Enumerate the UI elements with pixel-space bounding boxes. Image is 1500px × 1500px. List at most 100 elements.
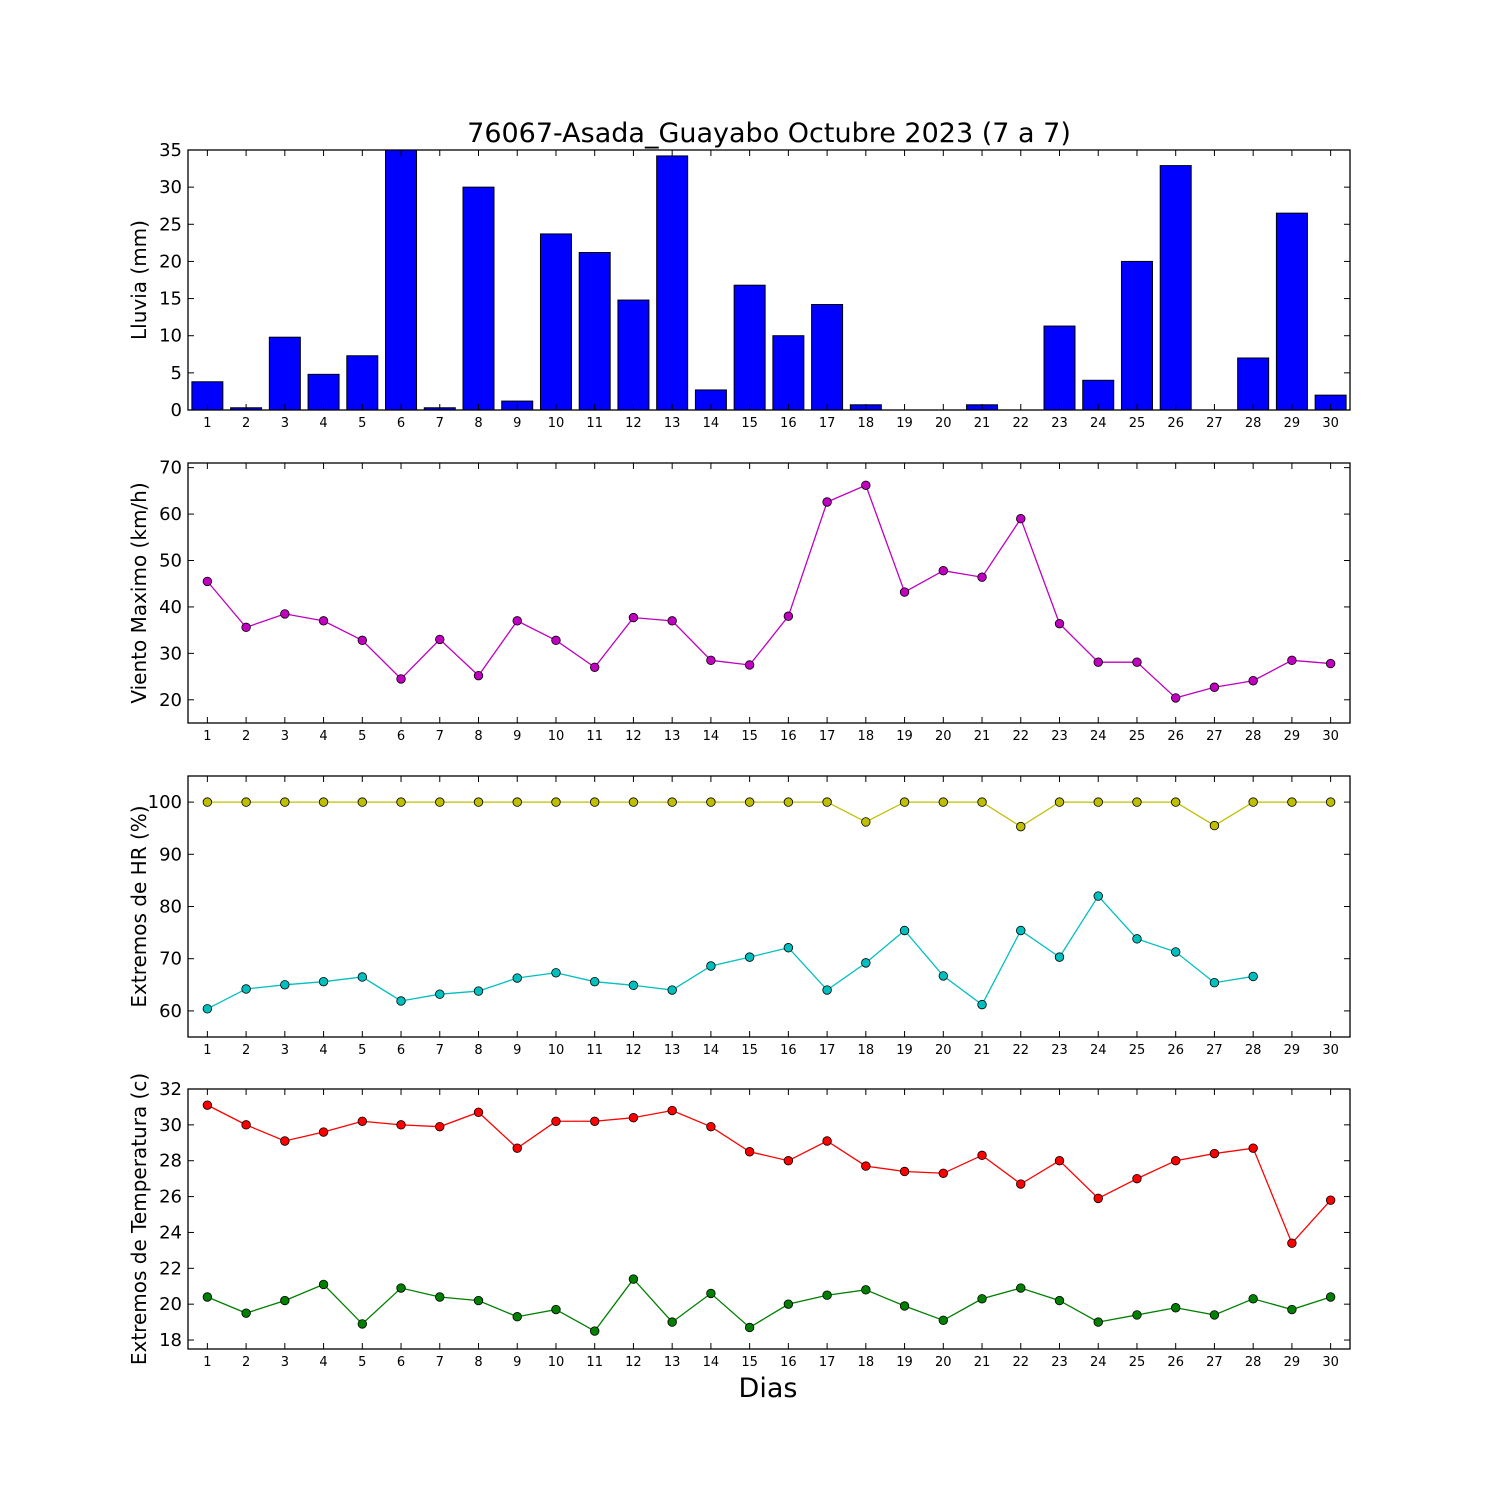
point-series-1-day-16 xyxy=(783,797,794,807)
x-tick-label: 24 xyxy=(1090,1043,1107,1058)
y-tick-label: 25 xyxy=(159,214,182,235)
x-tick-label: 28 xyxy=(1245,1355,1262,1370)
y-tick-label: 24 xyxy=(159,1222,182,1243)
point-series-1-day-3 xyxy=(280,797,290,807)
point-series-2-day-5 xyxy=(357,1319,368,1329)
y-tick-label: 28 xyxy=(159,1151,182,1172)
x-tick-label: 19 xyxy=(896,416,913,431)
x-tick-label: 27 xyxy=(1206,729,1223,744)
x-tick-label: 10 xyxy=(548,1355,565,1370)
point-series-2-day-2 xyxy=(241,984,251,994)
x-tick-label: 17 xyxy=(819,729,836,744)
point-series-2-day-4 xyxy=(318,1279,329,1290)
x-tick-label: 25 xyxy=(1129,1043,1146,1058)
x-tick-label: 7 xyxy=(436,1355,444,1370)
x-tick-label: 15 xyxy=(741,1355,758,1370)
x-tick-label: 6 xyxy=(397,1043,405,1058)
y-tick-label: 35 xyxy=(159,140,182,161)
point-series-1-day-11 xyxy=(590,662,600,672)
point-series-1-day-14 xyxy=(706,1121,716,1132)
point-series-2-day-18 xyxy=(861,1285,871,1295)
x-tick-label: 26 xyxy=(1167,1355,1184,1370)
y-tick-label: 20 xyxy=(159,1294,182,1315)
point-series-1-day-22 xyxy=(1016,514,1026,524)
point-series-2-day-29 xyxy=(1287,1304,1297,1315)
point-series-1-day-5 xyxy=(357,797,368,807)
bar-day-15 xyxy=(733,284,766,411)
point-series-1-day-4 xyxy=(318,797,329,807)
x-tick-label: 26 xyxy=(1167,1043,1184,1058)
x-tick-label: 17 xyxy=(819,416,836,431)
series-line-1 xyxy=(206,484,1331,699)
bar-day-8 xyxy=(462,186,495,411)
x-tick-label: 11 xyxy=(586,1043,603,1058)
point-series-2-day-25 xyxy=(1132,934,1142,944)
point-series-2-day-9 xyxy=(512,973,522,983)
x-tick-label: 7 xyxy=(436,1043,444,1058)
x-tick-label: 28 xyxy=(1245,416,1262,431)
point-series-2-day-19 xyxy=(899,925,910,936)
x-tick-label: 12 xyxy=(625,1355,642,1370)
point-series-1-day-6 xyxy=(396,797,406,807)
x-tick-label: 1 xyxy=(203,1043,211,1058)
y-tick-label: 80 xyxy=(159,897,182,918)
x-tick-label: 9 xyxy=(513,1043,521,1058)
x-tick-label: 16 xyxy=(780,729,797,744)
point-series-2-day-12 xyxy=(628,1274,639,1284)
bar-day-6 xyxy=(385,149,418,411)
x-tick-label: 12 xyxy=(625,729,642,744)
point-series-2-day-7 xyxy=(435,989,445,999)
x-tick-label: 29 xyxy=(1284,1355,1301,1370)
bar-day-13 xyxy=(656,155,689,411)
x-tick-label: 24 xyxy=(1090,729,1107,744)
x-tick-label: 19 xyxy=(896,1355,913,1370)
x-tick-label: 13 xyxy=(664,1043,681,1058)
x-tick-label: 11 xyxy=(586,1355,603,1370)
point-series-1-day-23 xyxy=(1054,797,1065,807)
x-tick-label: 21 xyxy=(974,416,991,431)
point-series-2-day-9 xyxy=(512,1312,522,1322)
point-series-1-day-9 xyxy=(512,616,522,626)
point-series-1-day-1 xyxy=(202,576,213,587)
x-tick-label: 14 xyxy=(703,416,720,431)
x-tick-label: 26 xyxy=(1167,416,1184,431)
x-tick-label: 29 xyxy=(1284,416,1301,431)
x-tick-label: 22 xyxy=(1012,1355,1029,1370)
point-series-1-day-10 xyxy=(551,797,561,807)
x-tick-label: 8 xyxy=(474,729,482,744)
plot-frame xyxy=(187,775,1351,1038)
x-tick-label: 18 xyxy=(858,1355,875,1370)
point-series-1-day-26 xyxy=(1170,693,1181,703)
point-series-1-day-20 xyxy=(938,797,949,807)
panel-4: 1 2 3 4 5 6 7 8 9 10 11 12 13 14 15 16 17 18 19 20 21 22 23 24 2… xyxy=(127,1073,1351,1404)
x-tick-label: 29 xyxy=(1284,1043,1301,1058)
x-tick-label: 9 xyxy=(513,729,521,744)
point-series-1-day-27 xyxy=(1209,1148,1220,1159)
x-tick-label: 23 xyxy=(1051,729,1068,744)
point-series-2-day-22 xyxy=(1016,925,1026,936)
point-series-2-day-26 xyxy=(1170,1303,1181,1313)
y-tick-label: 32 xyxy=(159,1079,182,1100)
x-tick-label: 26 xyxy=(1167,729,1184,744)
x-tick-label: 14 xyxy=(703,1355,720,1370)
x-tick-label: 28 xyxy=(1245,729,1262,744)
y-tick-label: 30 xyxy=(159,1115,182,1136)
x-tick-label: 30 xyxy=(1322,729,1339,744)
y-tick-label: 100 xyxy=(148,792,182,813)
point-series-2-day-11 xyxy=(590,1326,600,1336)
x-tick-label: 10 xyxy=(548,416,565,431)
point-series-2-day-14 xyxy=(706,961,716,971)
point-series-1-day-22 xyxy=(1016,1179,1026,1189)
bar-day-16 xyxy=(772,335,805,411)
point-series-2-day-7 xyxy=(435,1292,445,1302)
y-tick-label: 20 xyxy=(159,690,182,711)
point-series-1-day-26 xyxy=(1170,797,1181,807)
point-series-1-day-25 xyxy=(1132,797,1142,807)
y-tick-label: 60 xyxy=(159,1001,182,1022)
bar-day-12 xyxy=(617,299,650,411)
y-axis-label: Extremos de Temperatura (c) xyxy=(127,1073,151,1365)
point-series-2-day-6 xyxy=(396,1283,406,1293)
point-series-1-day-26 xyxy=(1170,1156,1181,1166)
y-tick-label: 60 xyxy=(159,504,182,525)
point-series-2-day-27 xyxy=(1209,978,1220,988)
